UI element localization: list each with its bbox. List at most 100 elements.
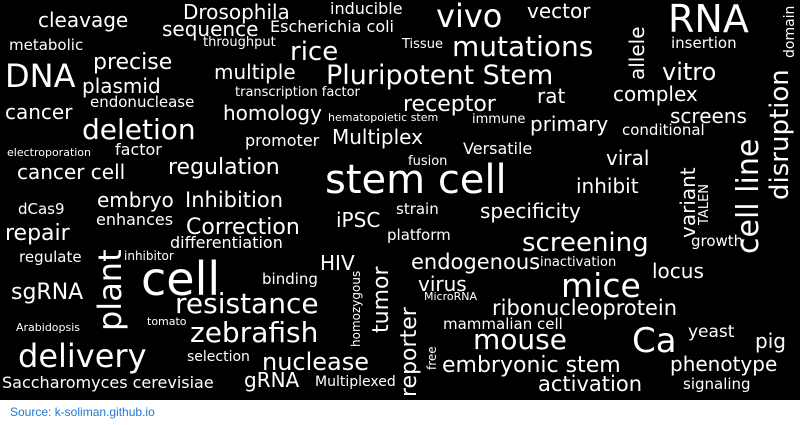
- cloud-word: dCas9: [18, 200, 65, 218]
- cloud-word: inactivation: [540, 255, 617, 270]
- cloud-word: Saccharomyces cerevisiae: [2, 373, 214, 392]
- cloud-word: mouse: [473, 323, 567, 356]
- cloud-word: stem cell: [325, 157, 507, 203]
- cloud-word: Arabidopsis: [16, 321, 81, 334]
- cloud-word: disruption: [765, 69, 795, 200]
- cloud-word: endonuclease: [90, 93, 195, 111]
- cloud-word: promoter: [245, 131, 320, 150]
- cloud-word: multiple: [214, 60, 296, 84]
- cloud-word: Versatile: [463, 139, 533, 158]
- cloud-word: embryonic stem: [442, 353, 621, 378]
- cloud-word: Escherichia coli: [270, 17, 394, 36]
- cloud-word: mammalian cell: [443, 315, 563, 333]
- cloud-word: binding: [262, 270, 318, 288]
- cloud-word: screening: [522, 228, 649, 258]
- cloud-word: screens: [670, 104, 747, 128]
- cloud-word: allele: [625, 26, 649, 80]
- cloud-word: tumor: [369, 266, 394, 333]
- cloud-word: cancer cell: [17, 160, 126, 184]
- cloud-word: nuclease: [262, 348, 370, 376]
- cloud-word: viral: [606, 146, 650, 170]
- cloud-word: DNA: [5, 57, 76, 95]
- cloud-word: Tissue: [402, 37, 443, 52]
- cloud-word: homology: [223, 101, 322, 125]
- cloud-word: cell: [141, 252, 221, 306]
- cloud-word: platform: [387, 226, 451, 244]
- cloud-word: pig: [755, 329, 786, 353]
- cloud-word: activation: [538, 372, 643, 396]
- cloud-word: metabolic: [9, 36, 84, 54]
- cloud-word: Ca: [632, 321, 677, 361]
- cloud-word: delivery: [18, 337, 147, 375]
- word-cloud: cleavage Drosophila inducible vivo vector RNA…: [0, 0, 800, 400]
- cloud-word: yeast: [688, 322, 735, 342]
- cloud-word: electroporation: [7, 146, 92, 159]
- cloud-word: regulation: [168, 155, 280, 180]
- cloud-word: TALEN: [697, 183, 712, 225]
- cloud-word: conditional: [622, 121, 705, 139]
- cloud-word: plant: [91, 249, 129, 331]
- cloud-word: MicroRNA: [424, 290, 478, 303]
- cloud-word: selection: [187, 349, 250, 365]
- cloud-word: sequence: [162, 17, 259, 41]
- cloud-word: Pluripotent Stem: [326, 60, 554, 91]
- cloud-word: locus: [652, 259, 704, 283]
- cloud-word: Inhibition: [185, 188, 284, 212]
- cloud-word: primary: [530, 112, 609, 136]
- cloud-word: transcription factor: [235, 85, 360, 100]
- cloud-word: growth: [691, 232, 744, 250]
- cloud-word: vivo: [436, 0, 503, 35]
- cloud-word: iPSC: [336, 208, 381, 232]
- cloud-word: plasmid: [82, 74, 161, 98]
- cloud-word: throughput: [203, 35, 276, 50]
- cloud-word: strain: [396, 200, 439, 218]
- cloud-word: fusion: [408, 154, 448, 169]
- cloud-word: domain: [782, 5, 798, 58]
- cloud-word: cancer: [5, 100, 73, 124]
- cloud-word: reporter: [397, 307, 422, 397]
- cloud-word: receptor: [403, 92, 496, 117]
- cloud-word: mice: [561, 266, 641, 305]
- cloud-word: zebrafish: [190, 316, 319, 349]
- cloud-word: cleavage: [38, 8, 129, 32]
- cloud-word: ribonucleoprotein: [492, 296, 678, 320]
- cloud-word: deletion: [82, 113, 196, 146]
- cloud-word: virus: [418, 272, 467, 296]
- cloud-word: sgRNA: [11, 280, 84, 305]
- cloud-word: Correction: [186, 215, 300, 240]
- cloud-word: specificity: [480, 199, 581, 223]
- cloud-word: signaling: [683, 375, 751, 393]
- cloud-word: vitro: [662, 58, 717, 86]
- cloud-word: variant: [676, 167, 700, 238]
- cloud-word: homozygous: [349, 270, 363, 347]
- cloud-word: vector: [527, 0, 591, 23]
- cloud-word: gRNA: [244, 368, 300, 392]
- cloud-word: inhibitor: [124, 249, 174, 263]
- cloud-word: complex: [613, 82, 698, 106]
- cloud-word: Multiplexed: [315, 374, 396, 390]
- cloud-word: repair: [5, 221, 70, 246]
- cloud-word: HIV: [320, 251, 355, 275]
- cloud-word: regulate: [19, 248, 82, 266]
- cloud-word: rice: [290, 37, 339, 67]
- source-caption: Source: k-soliman.github.io: [10, 405, 155, 419]
- cloud-word: inhibit: [576, 174, 639, 198]
- cloud-word: RNA: [668, 0, 749, 41]
- cloud-word: differentiation: [170, 233, 283, 252]
- cloud-word: Drosophila: [183, 0, 290, 24]
- cloud-word: insertion: [671, 34, 737, 52]
- cloud-word: rat: [537, 84, 566, 108]
- cloud-word: precise: [93, 50, 173, 75]
- cloud-word: phenotype: [670, 352, 778, 376]
- cloud-word: tomato: [147, 315, 187, 328]
- cloud-word: Multiplex: [332, 125, 423, 149]
- cloud-word: embryo: [97, 188, 174, 212]
- cloud-word: endogenous: [411, 250, 541, 274]
- cloud-word: mutations: [452, 30, 594, 63]
- cloud-word: enhances: [96, 210, 174, 229]
- cloud-word: resistance: [175, 287, 319, 320]
- cloud-word: hematopoietic stem: [328, 111, 439, 124]
- cloud-word: free: [425, 346, 439, 370]
- cloud-word: inducible: [330, 0, 403, 18]
- cloud-word: factor: [115, 140, 162, 159]
